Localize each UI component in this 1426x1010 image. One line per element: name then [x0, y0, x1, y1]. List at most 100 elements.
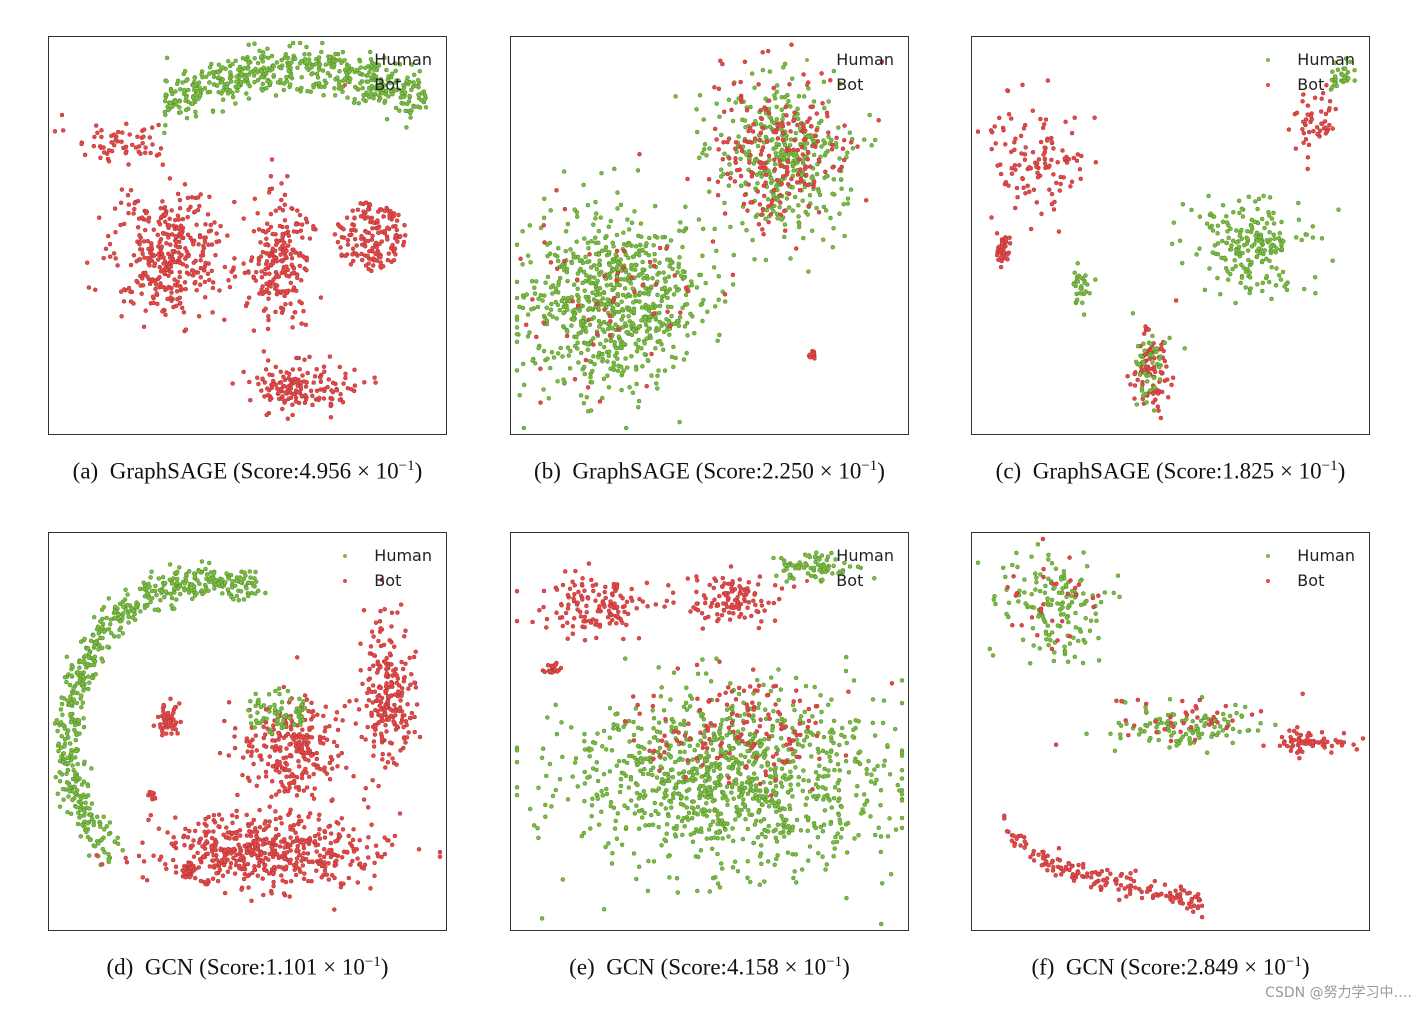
bot-point [372, 689, 378, 694]
human-point [65, 760, 71, 766]
human-point [716, 274, 722, 279]
bot-point [296, 355, 302, 361]
human-point [281, 724, 287, 729]
bot-point [322, 369, 327, 374]
human-point [267, 704, 273, 710]
bot-point [403, 740, 408, 745]
human-point [773, 145, 779, 150]
bot-point [791, 147, 796, 153]
human-point [809, 175, 814, 180]
human-point [701, 297, 706, 303]
bot-point [1062, 156, 1068, 161]
bot-point [151, 253, 157, 259]
bot-point [402, 674, 407, 680]
bot-point [373, 707, 378, 713]
human-point [656, 368, 661, 373]
bot-point [385, 225, 390, 230]
human-point [276, 686, 282, 691]
human-point [130, 615, 135, 620]
bot-point [123, 855, 128, 861]
human-point [415, 104, 421, 109]
bot-point [327, 760, 333, 766]
bot-point [583, 357, 589, 363]
bot-point [345, 386, 351, 391]
bot-point [1017, 162, 1022, 168]
human-point [255, 60, 261, 66]
bot-point [340, 827, 346, 832]
bot-point [103, 246, 109, 252]
bot-point [171, 223, 176, 229]
bot-point [1042, 156, 1048, 162]
bot-point [256, 261, 261, 267]
human-point [320, 68, 326, 73]
human-point [74, 700, 80, 706]
bot-point [1034, 161, 1040, 166]
bot-point [784, 172, 790, 177]
human-point [309, 71, 314, 77]
human-point [1140, 393, 1146, 398]
bot-point [611, 295, 617, 301]
human-point [71, 686, 76, 691]
bot-point [314, 388, 320, 394]
caption-c: (c) GraphSAGE (Score:1.825 × 10−1) [995, 458, 1346, 484]
human-point [390, 86, 396, 92]
human-point [826, 99, 831, 104]
human-point [315, 75, 321, 80]
human-point [1080, 300, 1085, 306]
bot-point [745, 208, 750, 213]
bot-point [802, 166, 808, 171]
human-point [841, 201, 846, 207]
bot-point [830, 142, 835, 148]
bot-point [79, 141, 84, 147]
bot-point [369, 710, 374, 716]
bot-point [284, 288, 289, 294]
human-point [1330, 69, 1335, 74]
bot-point [267, 754, 273, 759]
human-point [149, 569, 154, 574]
bot-point [1165, 395, 1171, 400]
human-point [760, 67, 766, 73]
bot-point [208, 222, 213, 228]
bot-point [158, 725, 163, 730]
human-point [791, 153, 797, 158]
human-point [607, 262, 612, 268]
bot-point [385, 759, 391, 765]
bot-point [1031, 187, 1037, 193]
bot-point [386, 752, 392, 757]
bot-point [720, 156, 726, 162]
human-point [683, 292, 689, 298]
bot-point [289, 262, 295, 268]
bot-point [273, 743, 279, 749]
bot-point [148, 150, 153, 156]
human-point [763, 134, 769, 140]
human-point [301, 699, 306, 704]
human-point [235, 88, 240, 94]
human-point [671, 292, 677, 297]
human-point [92, 843, 98, 849]
human-point [410, 84, 416, 89]
bot-point [232, 274, 238, 279]
bot-point [760, 227, 765, 232]
bot-point [393, 252, 398, 257]
bot-point [128, 262, 134, 268]
human-point [645, 357, 651, 363]
human-point [107, 820, 113, 825]
bot-point [297, 366, 302, 372]
human-point [1078, 275, 1083, 280]
bot-point [747, 160, 752, 165]
bot-point [278, 369, 284, 375]
human-point [255, 710, 260, 715]
bot-point [342, 703, 348, 709]
bot-point [1158, 369, 1164, 375]
bot-point [162, 205, 168, 210]
bot-point [733, 160, 739, 165]
human-point [266, 55, 271, 61]
bot-point [395, 239, 400, 244]
bot-point [668, 323, 673, 329]
bot-point [1025, 183, 1030, 189]
human-point [86, 686, 91, 692]
bot-point [380, 751, 385, 757]
bot-point [335, 727, 341, 733]
bot-point [1301, 92, 1306, 97]
bot-point [734, 167, 740, 173]
